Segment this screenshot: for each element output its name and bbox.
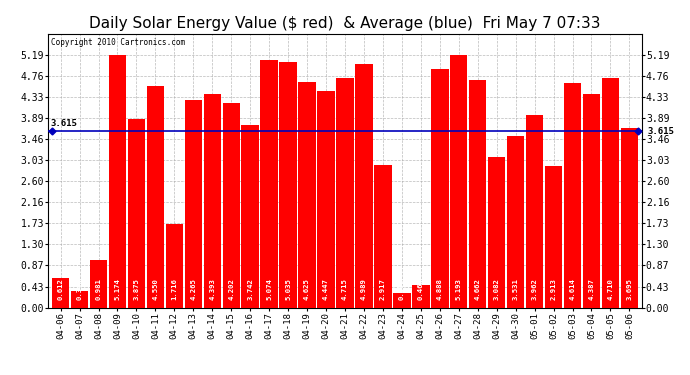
Bar [260, 60, 278, 308]
Text: 0.612: 0.612 [58, 278, 63, 300]
Bar [431, 69, 448, 308]
Bar [336, 78, 354, 308]
Text: 4.888: 4.888 [437, 278, 443, 300]
Bar [469, 80, 486, 308]
Bar [71, 291, 88, 308]
Text: 3.615: 3.615 [648, 127, 675, 136]
Text: 4.387: 4.387 [589, 278, 595, 300]
Bar [450, 54, 467, 307]
Text: 3.742: 3.742 [247, 278, 253, 300]
Text: 2.913: 2.913 [551, 278, 557, 300]
Bar [109, 56, 126, 308]
Text: 4.989: 4.989 [361, 278, 367, 300]
Text: 0.299: 0.299 [399, 278, 405, 300]
Bar [602, 78, 619, 308]
Bar [374, 165, 392, 308]
Text: Copyright 2010 Cartronics.com: Copyright 2010 Cartronics.com [51, 38, 186, 47]
Text: 0.981: 0.981 [95, 278, 101, 300]
Text: 4.625: 4.625 [304, 278, 310, 300]
Text: 3.875: 3.875 [133, 278, 139, 300]
Text: 5.035: 5.035 [285, 278, 291, 300]
Bar [355, 64, 373, 308]
Bar [526, 114, 543, 308]
Text: 1.716: 1.716 [171, 278, 177, 300]
Bar [147, 86, 164, 308]
Text: 3.962: 3.962 [531, 278, 538, 300]
Text: 3.531: 3.531 [513, 278, 519, 300]
Bar [507, 135, 524, 308]
Bar [488, 158, 505, 308]
Bar [204, 93, 221, 308]
Bar [393, 293, 411, 308]
Bar [185, 100, 202, 308]
Bar [90, 260, 107, 308]
Text: 3.082: 3.082 [493, 278, 500, 300]
Text: 4.550: 4.550 [152, 278, 159, 300]
Text: 5.193: 5.193 [456, 278, 462, 300]
Text: 3.695: 3.695 [627, 278, 632, 300]
Text: 5.074: 5.074 [266, 278, 272, 300]
Bar [166, 224, 183, 308]
Bar [583, 94, 600, 308]
Title: Daily Solar Energy Value ($ red)  & Average (blue)  Fri May 7 07:33: Daily Solar Energy Value ($ red) & Avera… [89, 16, 601, 31]
Text: 4.614: 4.614 [569, 278, 575, 300]
Text: 5.174: 5.174 [115, 278, 121, 300]
Text: 4.715: 4.715 [342, 278, 348, 300]
Text: 4.202: 4.202 [228, 278, 234, 300]
Bar [279, 62, 297, 308]
Bar [298, 82, 316, 308]
Bar [317, 91, 335, 308]
Text: 4.447: 4.447 [323, 278, 329, 300]
Text: 4.393: 4.393 [209, 278, 215, 300]
Text: 0.464: 0.464 [418, 278, 424, 300]
Text: 4.265: 4.265 [190, 278, 197, 300]
Text: 3.615: 3.615 [50, 118, 77, 128]
Bar [52, 278, 69, 308]
Bar [412, 285, 430, 308]
Bar [621, 128, 638, 308]
Text: 4.662: 4.662 [475, 278, 481, 300]
Bar [128, 119, 145, 308]
Bar [564, 83, 581, 308]
Text: 2.917: 2.917 [380, 278, 386, 300]
Bar [545, 166, 562, 308]
Bar [241, 125, 259, 308]
Bar [223, 103, 240, 308]
Text: 4.710: 4.710 [607, 278, 613, 300]
Text: 0.344: 0.344 [77, 278, 83, 300]
